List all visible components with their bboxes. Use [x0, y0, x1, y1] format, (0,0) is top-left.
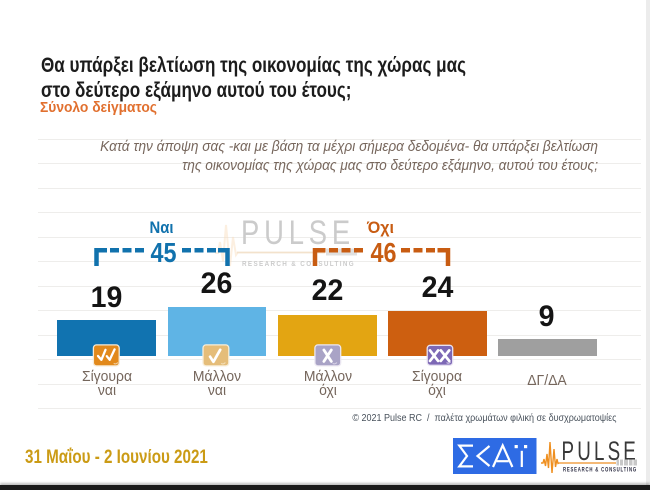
svg-text:45: 45	[151, 237, 177, 268]
svg-text:RESEARCH & CONSULTING: RESEARCH & CONSULTING	[242, 261, 355, 268]
svg-text:RESEARCH & CONSULTING: RESEARCH & CONSULTING	[563, 467, 637, 474]
svg-text:46: 46	[371, 237, 397, 268]
svg-text:Όχι: Όχι	[366, 218, 394, 237]
svg-text:PULSE: PULSE	[241, 214, 355, 252]
svg-text:Ναι: Ναι	[150, 218, 174, 237]
